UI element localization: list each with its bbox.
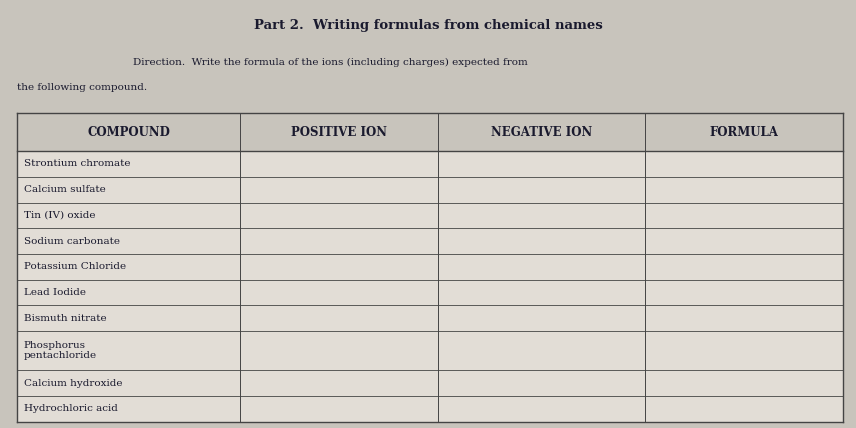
Bar xyxy=(17,113,843,151)
Text: the following compound.: the following compound. xyxy=(17,83,147,92)
Bar xyxy=(17,228,843,254)
Text: Hydrochloric acid: Hydrochloric acid xyxy=(24,404,118,413)
Text: Calcium hydroxide: Calcium hydroxide xyxy=(24,378,122,387)
Text: Tin (IV) oxide: Tin (IV) oxide xyxy=(24,211,96,220)
Bar xyxy=(17,396,843,422)
Text: Bismuth nitrate: Bismuth nitrate xyxy=(24,314,107,323)
Bar xyxy=(17,254,843,279)
Bar xyxy=(17,151,843,177)
Bar xyxy=(17,113,843,422)
Bar xyxy=(17,306,843,331)
Text: Part 2.  Writing formulas from chemical names: Part 2. Writing formulas from chemical n… xyxy=(253,19,603,32)
Text: Calcium sulfate: Calcium sulfate xyxy=(24,185,106,194)
Text: COMPOUND: COMPOUND xyxy=(87,126,170,139)
Text: Sodium carbonate: Sodium carbonate xyxy=(24,237,120,246)
Text: POSITIVE ION: POSITIVE ION xyxy=(291,126,387,139)
Text: Lead Iodide: Lead Iodide xyxy=(24,288,86,297)
Bar xyxy=(17,279,843,306)
Bar xyxy=(17,202,843,228)
Bar xyxy=(17,331,843,370)
Text: Direction.  Write the formula of the ions (including charges) expected from: Direction. Write the formula of the ions… xyxy=(133,58,527,67)
Text: NEGATIVE ION: NEGATIVE ION xyxy=(491,126,592,139)
Text: FORMULA: FORMULA xyxy=(710,126,778,139)
Text: Potassium Chloride: Potassium Chloride xyxy=(24,262,126,271)
Bar xyxy=(17,370,843,396)
Bar xyxy=(17,177,843,202)
Text: Phosphorus
pentachloride: Phosphorus pentachloride xyxy=(24,341,97,360)
Text: Strontium chromate: Strontium chromate xyxy=(24,160,130,169)
